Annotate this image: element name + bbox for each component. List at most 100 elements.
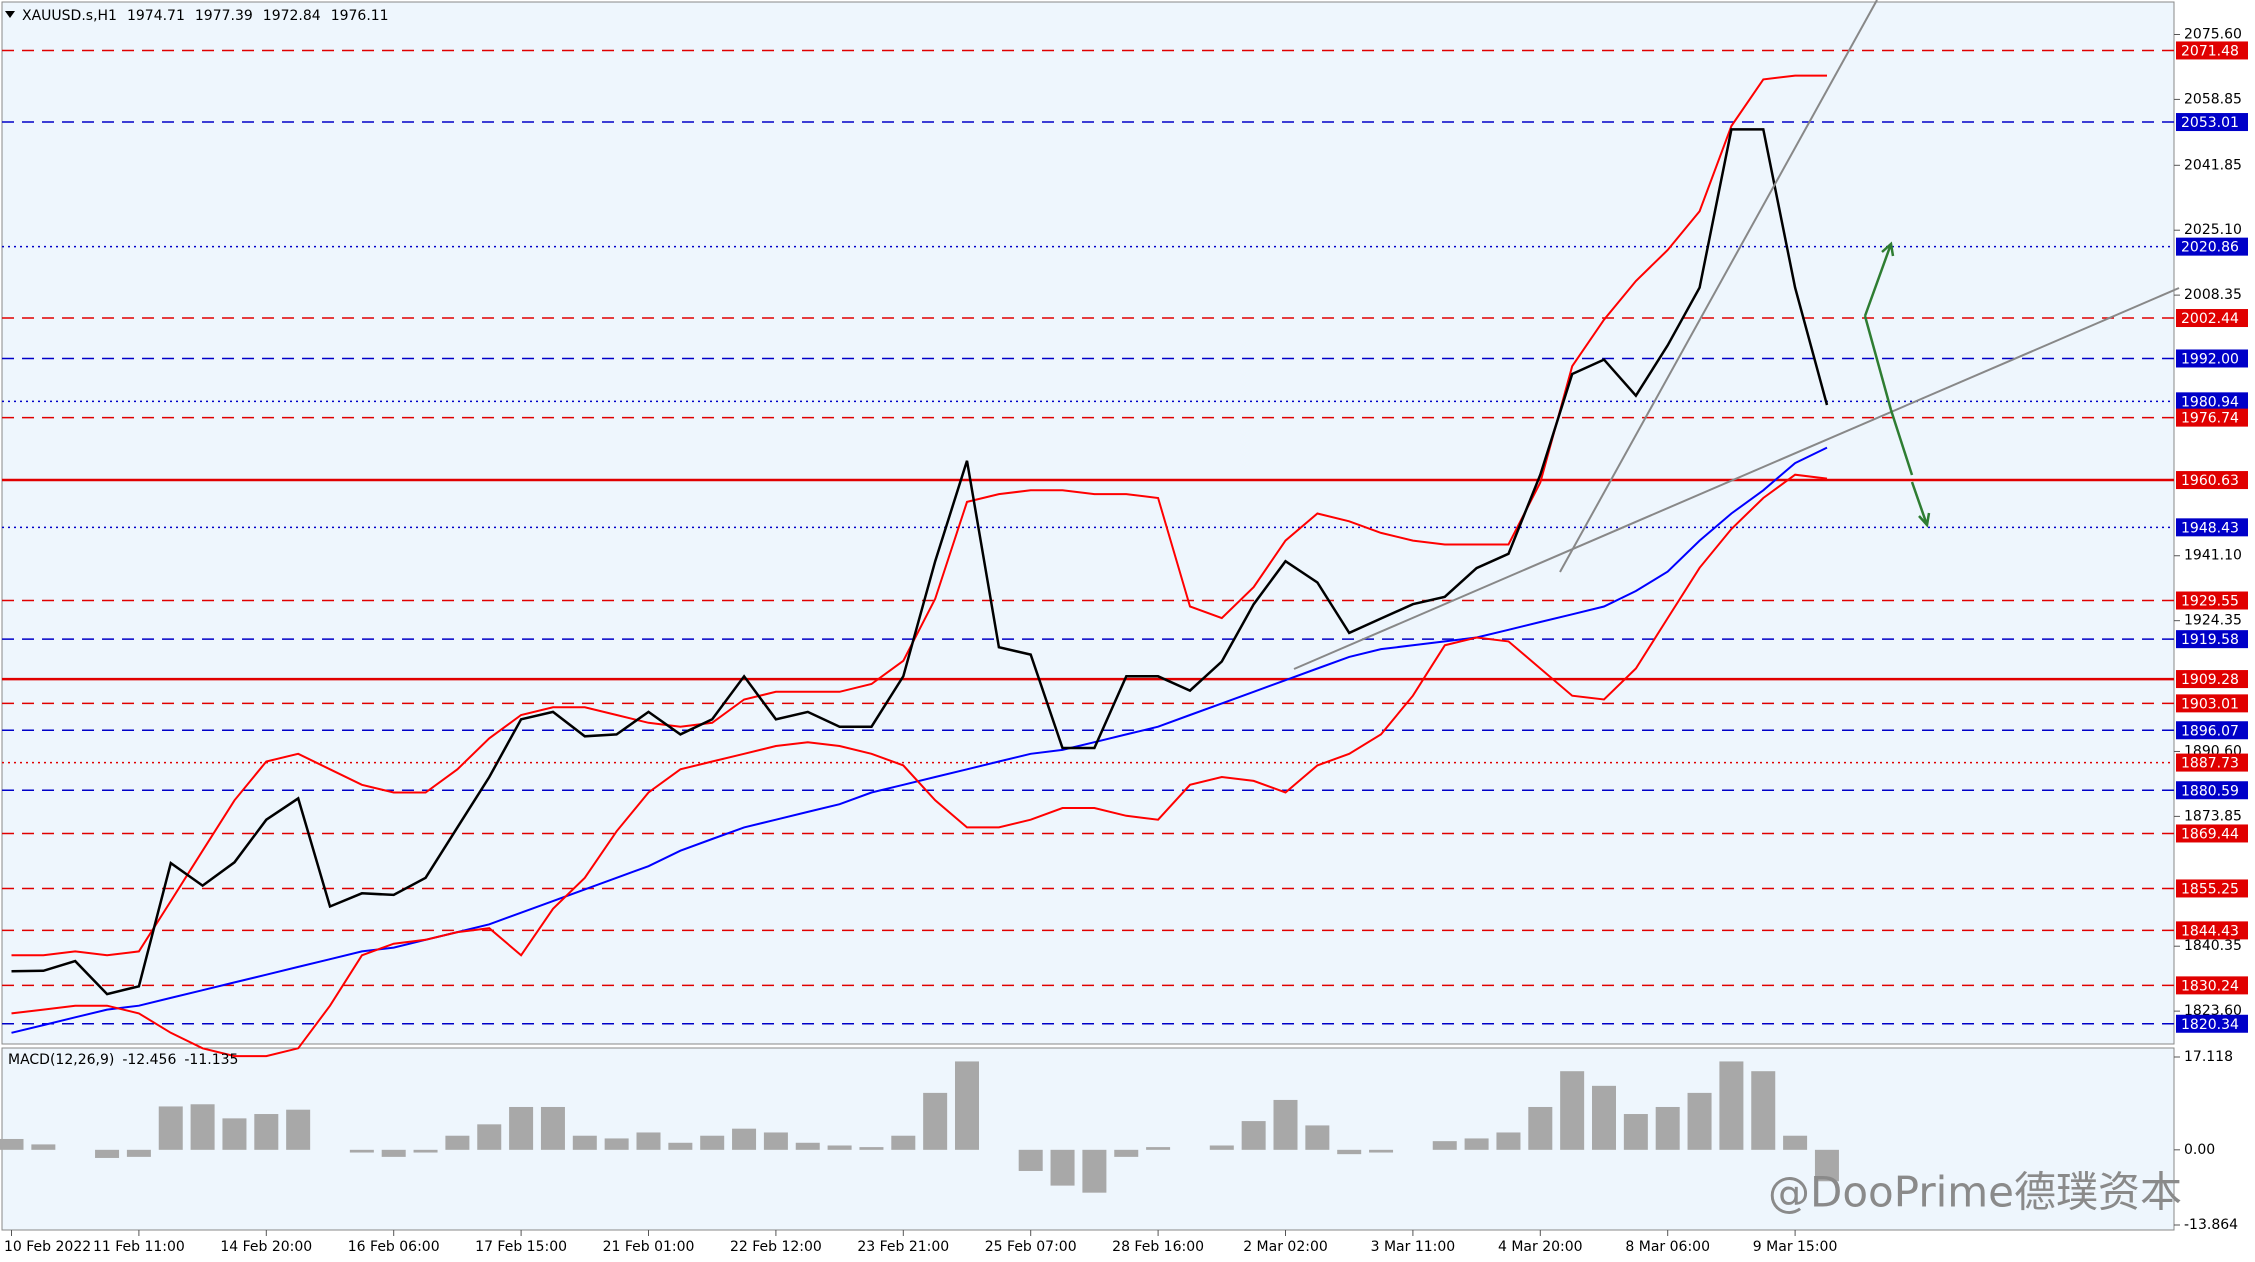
- level-label-box: [2176, 392, 2248, 411]
- level-label: 1948.43: [2181, 520, 2239, 536]
- level-label: 1896.07: [2181, 723, 2239, 739]
- macd-bar: [700, 1135, 725, 1150]
- y-tick-label: 17.118: [2184, 1049, 2233, 1065]
- arrow: [1863, 315, 1893, 411]
- macd-bar: [1719, 1061, 1744, 1150]
- x-tick-label: 25 Feb 07:00: [985, 1239, 1077, 1255]
- x-tick-label: 2 Mar 02:00: [1243, 1239, 1328, 1255]
- level-label-box: [2176, 591, 2248, 610]
- level-label: 1820.34: [2181, 1017, 2239, 1033]
- macd-bar: [95, 1149, 120, 1158]
- level-label: 2071.48: [2181, 43, 2239, 59]
- macd-bar: [1209, 1145, 1234, 1150]
- header-arrow: [5, 11, 15, 18]
- indicator-value: -12.456: [122, 1052, 176, 1068]
- level-label-box: [2176, 41, 2248, 60]
- macd-bar: [1751, 1071, 1776, 1150]
- macd-bar: [286, 1109, 311, 1150]
- price-series: [11, 128, 1829, 996]
- macd-bar: [572, 1135, 597, 1150]
- x-tick-label: 21 Feb 01:00: [603, 1239, 695, 1255]
- macd-bar: [1114, 1149, 1139, 1157]
- level-label-box: [2176, 113, 2248, 132]
- price-panel: [1, 1, 2175, 1045]
- level-label: 1855.25: [2181, 881, 2239, 897]
- y-tick-label: 1941.10: [2184, 548, 2242, 564]
- arrow: [1863, 243, 1893, 317]
- macd-bar: [0, 1138, 24, 1150]
- macd-bar: [1082, 1149, 1107, 1193]
- macd-bar: [190, 1104, 215, 1150]
- x-tick-label: 8 Mar 06:00: [1625, 1239, 1710, 1255]
- macd-bar: [126, 1149, 151, 1157]
- indicator-value: -11.135: [184, 1052, 238, 1068]
- macd-bar: [1050, 1149, 1075, 1186]
- level-label: 1976.74: [2181, 411, 2239, 427]
- x-tick-label: 16 Feb 06:00: [348, 1239, 440, 1255]
- level-label-box: [2176, 753, 2248, 772]
- level-label-box: [2176, 408, 2248, 427]
- macd-bar: [923, 1092, 948, 1150]
- macd-bar: [1337, 1149, 1362, 1155]
- y-tick-label: 2025.10: [2184, 222, 2242, 238]
- macd-bar: [827, 1145, 852, 1150]
- level-label: 2020.86: [2181, 240, 2239, 256]
- level-label: 1980.94: [2181, 394, 2239, 410]
- level-label: 1887.73: [2181, 756, 2239, 772]
- x-tick-label: 14 Feb 20:00: [220, 1239, 312, 1255]
- macd-bar: [1305, 1125, 1330, 1150]
- ohlc-value: 1972.84: [263, 8, 321, 24]
- y-tick-label: 1840.35: [2184, 938, 2242, 954]
- macd-bar: [1560, 1071, 1585, 1150]
- level-label: 1909.28: [2181, 672, 2239, 688]
- level-label: 1869.44: [2181, 826, 2239, 842]
- trend-line: [1293, 287, 2180, 670]
- macd-bar: [1814, 1149, 1839, 1182]
- level-label-box: [2176, 1014, 2248, 1033]
- trend-line: [1559, 0, 1878, 573]
- y-tick-label: -13.864: [2184, 1217, 2238, 1233]
- macd-bar: [1655, 1106, 1680, 1150]
- level-label-box: [2176, 921, 2248, 940]
- level-label-box: [2176, 518, 2248, 537]
- price-series: [11, 473, 1828, 1058]
- y-tick-label: 2075.60: [2184, 26, 2242, 42]
- level-label: 1903.01: [2181, 696, 2239, 712]
- level-label-box: [2176, 237, 2248, 256]
- arrow-head: [1918, 512, 1931, 528]
- x-tick-label: 9 Mar 15:00: [1753, 1239, 1838, 1255]
- level-label-box: [2176, 670, 2248, 689]
- macd-bar: [763, 1132, 788, 1150]
- x-tick-label: 11 Feb 11:00: [93, 1239, 185, 1255]
- indicator-header: MACD(12,26,9) -12.456 -11.135: [8, 1052, 238, 1068]
- macd-bar: [1592, 1085, 1616, 1150]
- ohlc-value: 1976.11: [331, 8, 389, 24]
- level-label-box: [2176, 349, 2248, 368]
- level-label: 1992.00: [2181, 351, 2239, 367]
- level-label-box: [2176, 630, 2248, 649]
- y-tick-label: 2041.85: [2184, 157, 2242, 173]
- y-tick-label: 1924.35: [2184, 613, 2242, 629]
- macd-bar: [254, 1114, 279, 1150]
- macd-bar: [1241, 1121, 1266, 1150]
- watermark: @DooPrime德璞资本: [1768, 1168, 2182, 1217]
- level-label-box: [2176, 976, 2248, 995]
- level-label-box: [2176, 781, 2248, 800]
- level-label-box: [2176, 721, 2248, 740]
- macd-panel: [1, 1047, 2175, 1231]
- level-label: 1880.59: [2181, 783, 2239, 799]
- plot-layer: [0, 33, 2180, 1226]
- macd-bar: [1369, 1149, 1394, 1153]
- macd-bar: [1432, 1141, 1457, 1150]
- level-label-box: [2176, 309, 2248, 328]
- macd-bar: [732, 1128, 757, 1150]
- level-label: 1929.55: [2181, 594, 2239, 610]
- macd-bar: [636, 1132, 661, 1150]
- x-tick-label: 4 Mar 20:00: [1498, 1239, 1583, 1255]
- level-label: 1844.43: [2181, 923, 2239, 939]
- macd-bar: [1687, 1092, 1712, 1150]
- indicator-title: MACD(12,26,9): [8, 1052, 114, 1068]
- macd-bar: [381, 1149, 406, 1157]
- macd-bar: [477, 1124, 502, 1150]
- ohlc-value: 1974.71: [127, 8, 185, 24]
